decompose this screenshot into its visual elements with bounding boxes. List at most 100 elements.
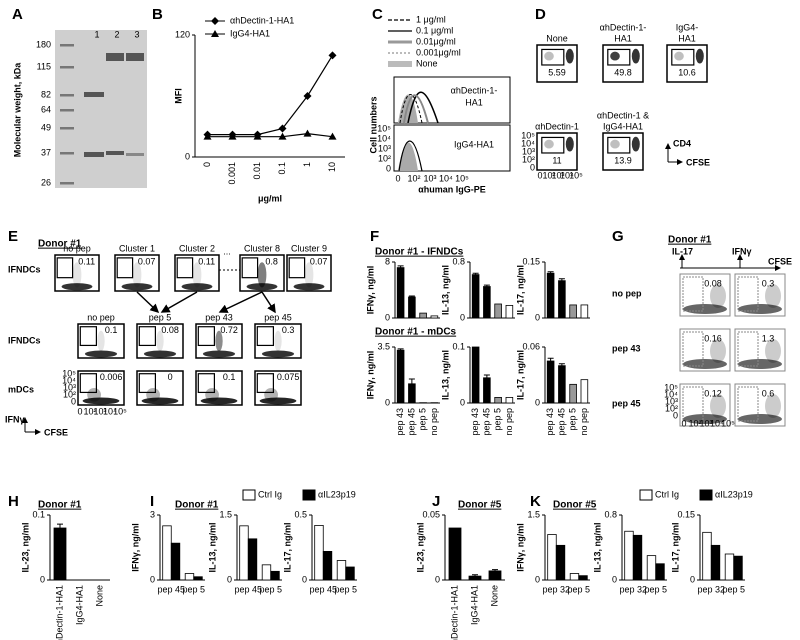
gate-value: 49.8 xyxy=(614,67,632,77)
marker xyxy=(228,132,237,140)
x-tick-label: pep 5 xyxy=(493,408,503,431)
error-bar xyxy=(408,295,415,297)
marker xyxy=(278,132,287,140)
panel-label: D xyxy=(535,6,546,23)
x-tick-label: 1 xyxy=(302,162,312,167)
x-tick-label: pep 32 xyxy=(542,584,570,594)
gate-value: 11 xyxy=(552,155,561,165)
x-tick-label: no pep xyxy=(504,408,514,436)
error-bar xyxy=(397,348,404,351)
y-tick-label: 10⁵ xyxy=(62,368,76,378)
bar xyxy=(419,312,427,319)
bar xyxy=(569,383,577,404)
bar xyxy=(239,525,249,581)
y-axis-label: IFNγ, ng/ml xyxy=(515,523,525,572)
bar xyxy=(569,573,580,581)
gate-value: 0.1 xyxy=(223,372,236,382)
histogram-curve xyxy=(407,91,439,124)
cell-cloud xyxy=(610,139,620,149)
x-tick-label: 10² xyxy=(83,406,96,416)
bar xyxy=(162,525,172,581)
y-tick-label: 10⁴ xyxy=(377,133,391,143)
y-tick-label: 10⁵ xyxy=(521,130,535,140)
y-tick-label: 10³ xyxy=(63,382,76,392)
panel-label: J xyxy=(432,493,440,510)
plot-title: Cluster 1 xyxy=(119,243,155,253)
x-tick-label: pep 43 xyxy=(395,408,405,436)
panel-header: Donor #5 xyxy=(553,500,597,511)
y-tick-label: 10⁴ xyxy=(521,138,535,148)
y-tick-label: 0 xyxy=(227,574,232,584)
x-tick-label: αhDectin-1-HA1 xyxy=(54,585,64,640)
y-tick-label: 10⁴ xyxy=(664,389,678,399)
histogram-curve xyxy=(399,94,423,124)
ladder-band xyxy=(60,182,74,185)
y-tick-label: 10³ xyxy=(378,143,391,153)
cell-cloud xyxy=(631,48,640,64)
gate xyxy=(682,331,704,367)
y-tick-label: 0 xyxy=(535,312,540,322)
cell-cloud xyxy=(304,262,314,288)
legend-label: Ctrl Ig xyxy=(655,489,679,499)
gate xyxy=(607,48,631,66)
gate xyxy=(138,373,157,394)
panel-label: H xyxy=(8,493,19,510)
y-tick-label: 10⁴ xyxy=(62,375,76,385)
legend-swatch xyxy=(699,489,713,501)
bar xyxy=(702,531,712,581)
cell-cloud xyxy=(765,394,781,418)
plot-title: HA1 xyxy=(614,33,632,43)
gate-value: 0.11 xyxy=(78,257,95,267)
bar xyxy=(646,555,657,581)
plot-title: HA1 xyxy=(678,33,696,43)
bar xyxy=(488,570,502,581)
y-tick-label: 10³ xyxy=(522,146,535,156)
histogram-box xyxy=(393,124,511,172)
ellipsis: ... xyxy=(223,246,231,256)
x-tick-label: pep 5 xyxy=(567,584,590,594)
y-axis-label: IL-13, ng/ml xyxy=(440,265,450,315)
legend-swatch xyxy=(242,489,256,501)
bar xyxy=(546,360,555,404)
gate-value: 1.3 xyxy=(762,333,775,343)
marker xyxy=(203,132,212,140)
x-tick-label: no pep xyxy=(429,408,439,436)
panel-header: Donor #1 xyxy=(175,500,219,511)
error-bar xyxy=(558,278,565,281)
y-tick-label: 0.5 xyxy=(294,509,307,519)
plot-label: IgG4-HA1 xyxy=(454,139,494,149)
bar xyxy=(408,383,416,404)
marker-label: 37 xyxy=(41,147,51,157)
gate-value: 0.07 xyxy=(138,257,156,267)
gate-value: 0.07 xyxy=(310,257,328,267)
gate xyxy=(682,386,704,422)
y-tick-label: 0 xyxy=(535,397,540,407)
column-label: IL-17 xyxy=(672,246,693,256)
y-axis-label: Molecular weight, kDa xyxy=(12,62,22,158)
cell-cloud xyxy=(202,350,236,358)
x-tick-label: pep 5 xyxy=(418,408,428,431)
bar xyxy=(624,530,634,581)
error-bar xyxy=(472,272,479,275)
x-tick-label: 10² xyxy=(407,173,420,183)
y-axis-label: IFNγ, ng/ml xyxy=(365,266,375,315)
plot-title: pep 45 xyxy=(264,312,292,322)
plot-title: Cluster 8 xyxy=(244,243,280,253)
panel-label: K xyxy=(530,493,541,510)
legend-marker xyxy=(211,17,219,25)
cell-cloud xyxy=(710,339,726,363)
y-tick-label: 0 xyxy=(460,312,465,322)
y-tick-label: 0.15 xyxy=(522,256,540,266)
arrow xyxy=(136,291,160,314)
plot-label: HA1 xyxy=(465,97,483,107)
cell-cloud xyxy=(710,284,726,308)
bar xyxy=(547,534,557,581)
gate xyxy=(79,326,98,347)
y-axis-label: IL-17, ng/ml xyxy=(282,522,292,572)
gate-value: 0.08 xyxy=(704,278,722,288)
flow-plot xyxy=(602,132,644,171)
marker xyxy=(303,92,312,100)
cell-cloud xyxy=(565,136,574,152)
bar xyxy=(184,573,195,581)
marker-label: 82 xyxy=(41,89,51,99)
